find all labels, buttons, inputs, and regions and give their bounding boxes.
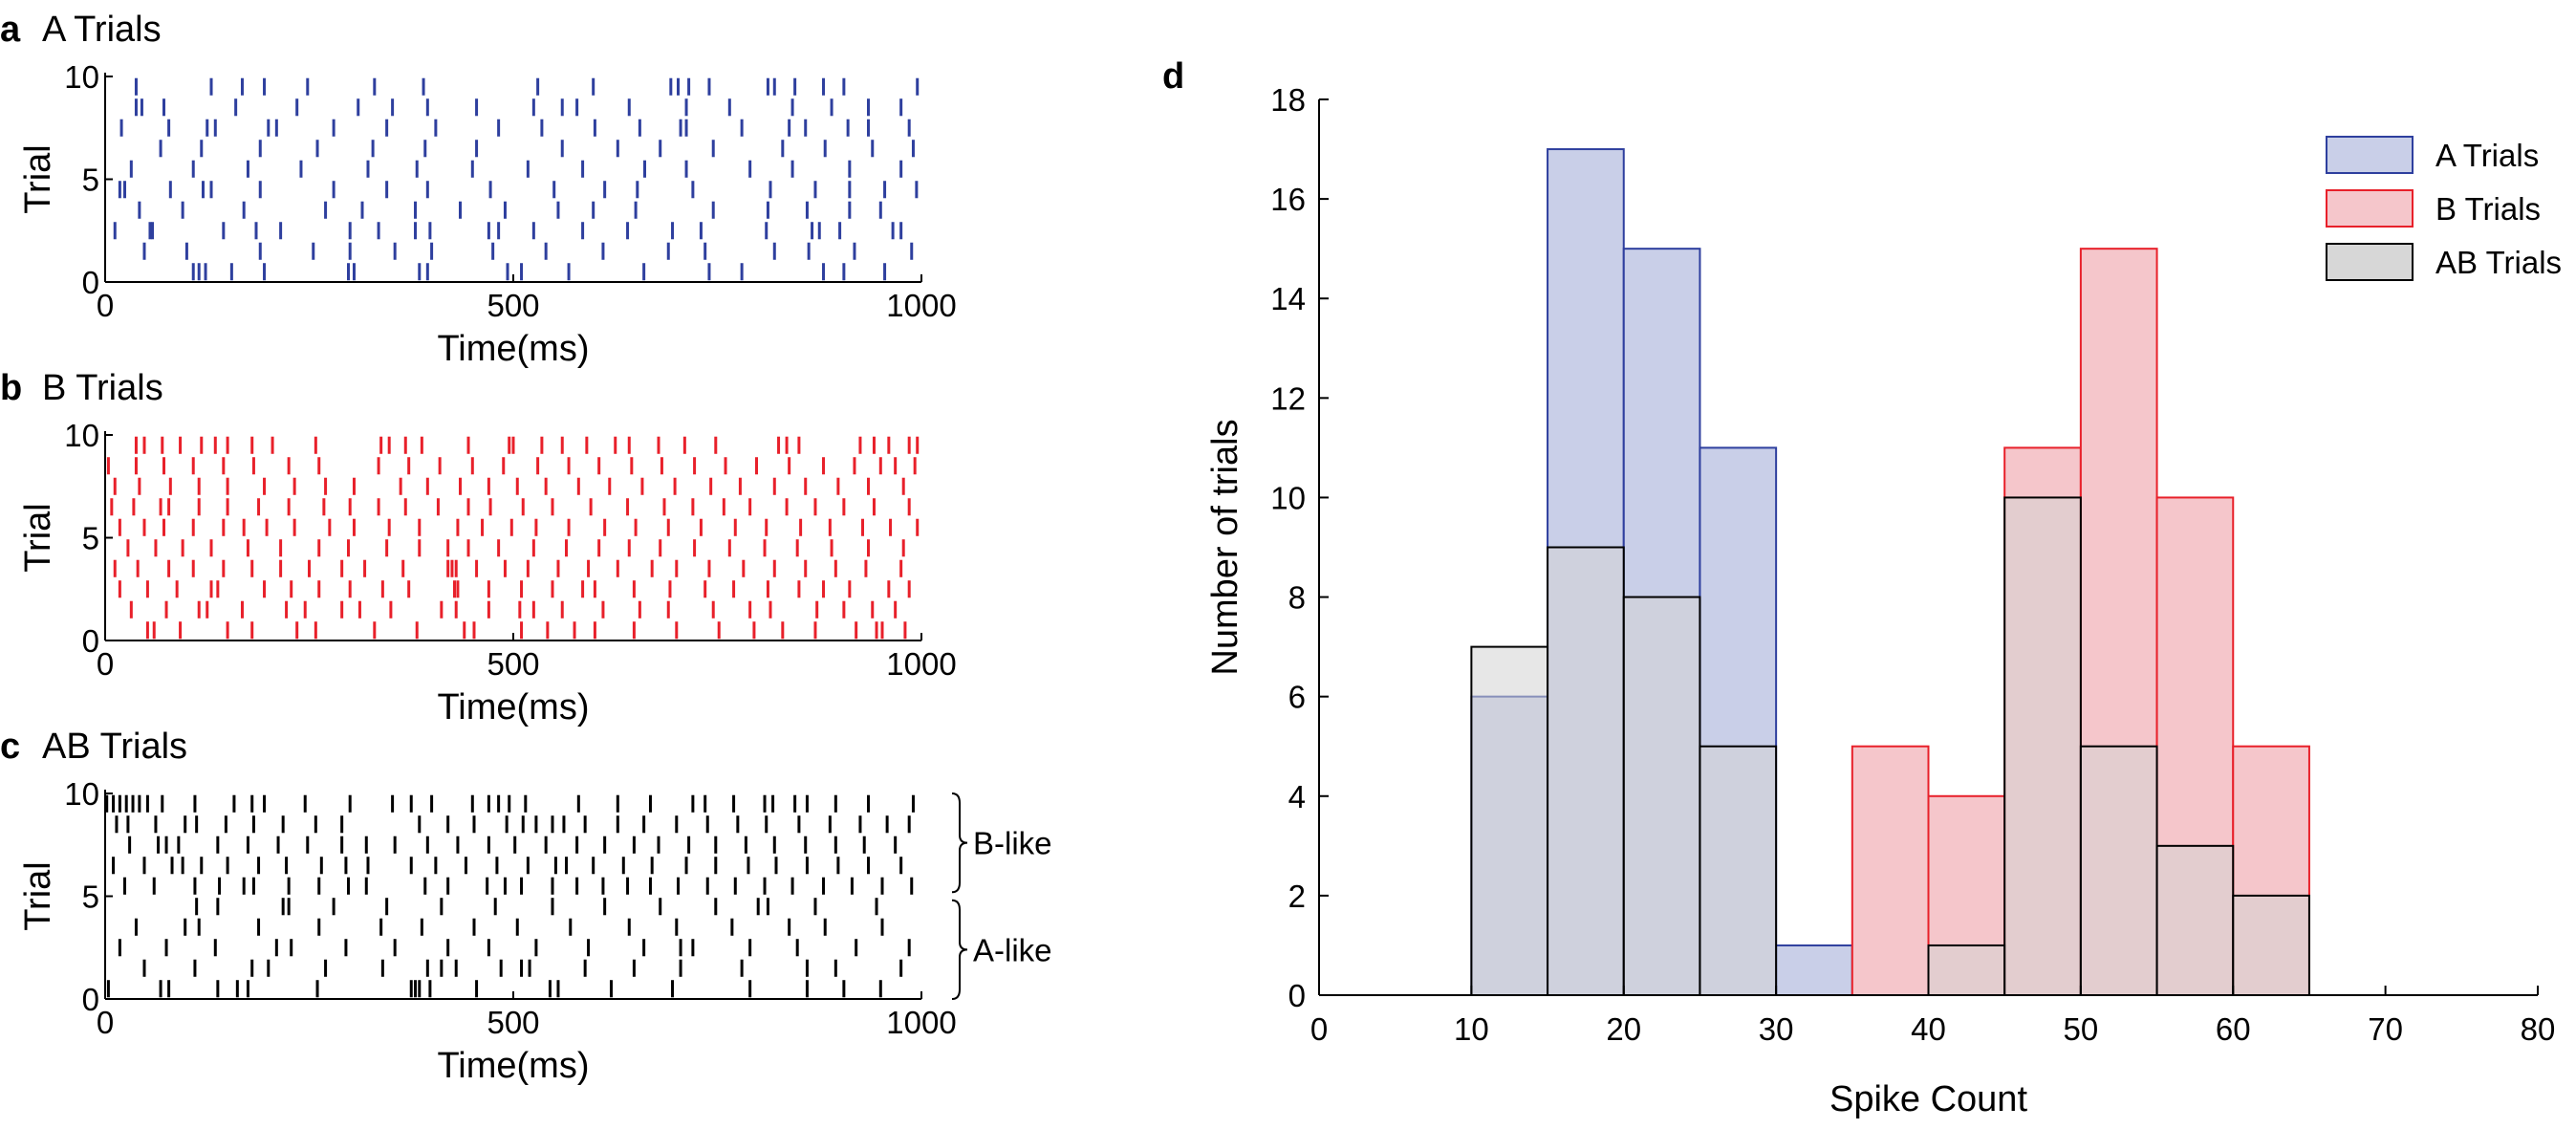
x-axis-label: Time(ms): [438, 1046, 590, 1086]
a-like-brace: [951, 899, 968, 1000]
x-tick-label: 500: [487, 288, 539, 323]
x-tick-label: 10: [1454, 1011, 1489, 1047]
panel-letter: d: [1162, 56, 1184, 97]
y-tick-label: 0: [82, 623, 99, 659]
y-tick-label: 8: [1288, 580, 1306, 616]
y-axis-label: Trial: [18, 144, 58, 213]
histogram-bar: [1775, 944, 1853, 997]
x-tick-label: 1000: [886, 1005, 956, 1040]
panel-title: AB Trials: [42, 727, 187, 767]
raster-panel-b: b B Trials 0 500 1000 0 5 10 Time(ms) Trial: [0, 368, 957, 727]
x-tick-label: 0: [97, 646, 114, 682]
histogram-bar: [2003, 496, 2082, 996]
panel-title: B Trials: [42, 368, 163, 408]
y-axis-label: Trial: [18, 503, 58, 572]
raster-panel-c: c AB Trials 0 500 1000 0 5 10 Time(ms) Trial B-lik…: [0, 727, 1052, 1086]
x-tick-label: 50: [2064, 1011, 2099, 1047]
x-tick-label: 0: [97, 288, 114, 323]
y-axis-label: Trial: [18, 861, 58, 930]
a-like-label: A-like: [973, 932, 1052, 967]
histogram-bar: [2155, 844, 2235, 996]
y-tick-label: 10: [64, 776, 99, 812]
b-like-label: B-like: [973, 826, 1052, 861]
y-tick-label: 2: [1288, 879, 1306, 914]
y-tick-label: 10: [1270, 480, 1306, 515]
y-tick-label: 10: [64, 418, 99, 453]
y-tick-label: 0: [1288, 978, 1306, 1013]
x-tick-label: 500: [487, 646, 539, 682]
histogram-bar: [1851, 745, 1930, 996]
raster-panel-a: a A Trials 0 500 1000 0 5 10 Time(ms) Trial: [0, 10, 957, 369]
panel-letter: a: [0, 10, 21, 50]
y-tick-label: 0: [82, 982, 99, 1017]
legend-label: B Trials: [2435, 191, 2541, 227]
y-tick-label: 0: [82, 265, 99, 300]
histogram-bar: [2079, 745, 2158, 996]
x-tick-label: 80: [2521, 1011, 2556, 1047]
y-tick-label: 4: [1288, 779, 1306, 814]
x-tick-label: 70: [2368, 1011, 2403, 1047]
x-tick-label: 40: [1911, 1011, 1946, 1047]
x-tick-label: 0: [1310, 1011, 1328, 1047]
y-tick-label: 16: [1270, 182, 1306, 217]
x-axis-label: Time(ms): [438, 687, 590, 727]
b-like-brace: [951, 792, 968, 894]
legend-swatch: [2326, 136, 2414, 174]
x-tick-label: 60: [2216, 1011, 2251, 1047]
legend-swatch: [2326, 189, 2414, 228]
x-axis-label: Spike Count: [1829, 1079, 2027, 1119]
y-tick-label: 6: [1288, 680, 1306, 715]
legend-label: A Trials: [2435, 138, 2539, 173]
panel-letter: b: [0, 368, 22, 408]
y-tick-label: 5: [82, 521, 99, 556]
x-tick-label: 500: [487, 1005, 539, 1040]
legend-swatch: [2326, 243, 2414, 281]
panel-letter: c: [0, 727, 20, 767]
x-tick-label: 1000: [886, 288, 956, 323]
histogram-panel-d: d 0 10 20 30 40 50 60 70 80 0 2 4 6 8 10 12 14 16 18 Spike C…: [1162, 56, 2562, 1119]
histogram-bar: [2232, 894, 2310, 997]
y-tick-label: 12: [1270, 380, 1306, 416]
x-tick-label: 0: [97, 1005, 114, 1040]
y-tick-label: 5: [82, 879, 99, 915]
histogram-bar: [1470, 645, 1549, 996]
x-tick-label: 1000: [886, 646, 956, 682]
x-tick-label: 20: [1606, 1011, 1641, 1047]
y-tick-label: 18: [1270, 82, 1306, 118]
y-axis-label: Number of trials: [1205, 419, 1245, 675]
histogram-bar: [1622, 596, 1701, 996]
histogram-bar: [1699, 745, 1778, 996]
histogram-bar: [1927, 944, 2006, 997]
legend-label: AB Trials: [2435, 245, 2562, 280]
y-tick-label: 14: [1270, 281, 1306, 316]
x-tick-label: 30: [1759, 1011, 1794, 1047]
histogram-bar: [1547, 546, 1625, 996]
y-tick-label: 5: [82, 163, 99, 198]
panel-title: A Trials: [42, 10, 162, 50]
x-axis-label: Time(ms): [438, 329, 590, 369]
y-tick-label: 10: [64, 59, 99, 95]
